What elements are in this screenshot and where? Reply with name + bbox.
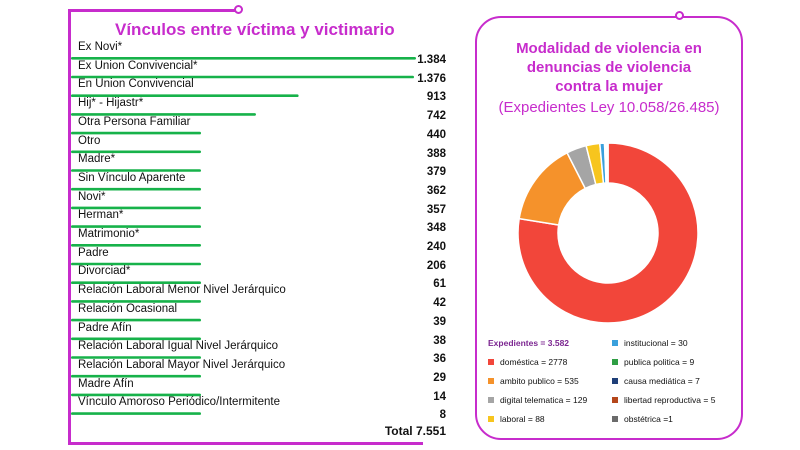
legend-swatch xyxy=(612,397,618,403)
legend-item-institucional: institucional = 30 xyxy=(612,338,688,348)
legend-swatch xyxy=(612,340,618,346)
bar-value-otro: 388 xyxy=(426,147,446,160)
pie-chart xyxy=(517,142,699,324)
pie-title-line-3: contra la mujer xyxy=(555,78,663,95)
legend-item-publica-politica: publica politica = 9 xyxy=(612,357,694,367)
bar-label-en-union-convivencial: En Union Convivencial xyxy=(78,78,194,91)
legend-text: ambito publico = 535 xyxy=(500,376,579,386)
bar-label-ex-union-convivencial: Ex Union Convivencial* xyxy=(78,59,198,72)
bar-label-madre-afin: Madre Afín xyxy=(78,377,134,390)
legend-swatch xyxy=(488,397,494,403)
frame-bottom-line xyxy=(68,442,423,445)
bar-value-relacion-ocasional: 39 xyxy=(433,315,446,328)
pie-subtitle: (Expedientes Ley 10.058/26.485) xyxy=(498,99,720,116)
bar-value-ex-novi: 1.384 xyxy=(417,54,446,66)
bar-value-madre: 379 xyxy=(426,166,446,179)
bar-label-relacion-ocasional: Relación Ocasional xyxy=(78,302,178,315)
legend-text: causa mediática = 7 xyxy=(624,376,700,386)
frame-top-line xyxy=(68,9,237,12)
legend-text: institucional = 30 xyxy=(624,338,688,348)
bar-chart-total: Total 7.551 xyxy=(384,424,446,438)
bar-value-padre-afin: 38 xyxy=(433,334,446,347)
legend-swatch xyxy=(488,378,494,384)
bar-label-otra-persona-familiar: Otra Persona Familiar xyxy=(78,115,191,128)
legend-text: laboral = 88 xyxy=(500,414,545,424)
bar-label-relacion-laboral-igual-nivel-jerarquico: Relación Laboral Igual Nivel Jerárquico xyxy=(78,340,279,353)
bar-value-hij-hijastr: 742 xyxy=(426,110,446,123)
bar-value-relacion-laboral-igual-nivel-jerarquico: 36 xyxy=(433,353,446,366)
bar-value-otra-persona-familiar: 440 xyxy=(426,128,446,141)
legend-item-domestica: doméstica = 2778 xyxy=(488,357,567,367)
legend-item-laboral: laboral = 88 xyxy=(488,414,545,424)
legend-text: doméstica = 2778 xyxy=(500,357,568,367)
bar-label-vinculo-amoroso-periodico-intermitente: Vínculo Amoroso Periódico/Intermitente xyxy=(78,396,280,409)
bar-value-sin-vinculo-aparente: 362 xyxy=(426,184,446,197)
legend-text: libertad reproductiva = 5 xyxy=(624,395,716,405)
bar-chart-title: Vínculos entre víctima y victimario xyxy=(115,20,395,39)
legend-swatch xyxy=(612,416,618,422)
bar-value-novi: 357 xyxy=(426,203,446,216)
bar-label-padre: Padre xyxy=(78,246,109,259)
legend-item-obstetrica: obstétrica =1 xyxy=(612,414,673,424)
legend-item-digital-telematica: digital telematica = 129 xyxy=(488,395,587,405)
panel-decoration-dot xyxy=(675,11,684,20)
bar-label-sin-vinculo-aparente: Sin Vínculo Aparente xyxy=(78,171,186,184)
bar-value-en-union-convivencial: 913 xyxy=(426,91,446,104)
legend-text: obstétrica =1 xyxy=(624,414,673,424)
bar-label-otro: Otro xyxy=(78,134,101,147)
bar-value-padre: 206 xyxy=(426,259,446,272)
legend-swatch xyxy=(612,378,618,384)
legend-swatch xyxy=(612,359,618,365)
legend-swatch xyxy=(488,416,494,422)
frame-decoration-dot xyxy=(234,5,243,14)
frame-left-line xyxy=(68,9,71,445)
legend-text: publica politica = 9 xyxy=(624,357,695,367)
bar-value-divorciad: 61 xyxy=(433,278,446,291)
bar-label-ex-novi: Ex Novi* xyxy=(78,41,123,53)
bar-value-herman: 348 xyxy=(426,222,446,235)
legend-item-libertad-reproductiva: libertad reproductiva = 5 xyxy=(612,395,715,405)
bar-value-relacion-laboral-mayor-nivel-jerarquico: 29 xyxy=(433,371,446,384)
legend-item-ambito-publico: ambito publico = 535 xyxy=(488,376,579,386)
bar-label-divorciad: Divorciad* xyxy=(78,265,131,278)
bar-label-padre-afin: Padre Afín xyxy=(78,321,132,334)
bar-label-hij-hijastr: Hij* - Hijastr* xyxy=(78,97,144,110)
bar-vinculo-amoroso-periodico-intermitente xyxy=(71,412,201,415)
pie-title-line-1: Modalidad de violencia en xyxy=(516,40,702,57)
bar-label-madre: Madre* xyxy=(78,153,116,166)
bar-value-matrimonio: 240 xyxy=(426,241,446,253)
bar-value-madre-afin: 14 xyxy=(433,390,446,403)
bar-value-ex-union-convivencial: 1.376 xyxy=(417,72,446,85)
bar-value-relacion-laboral-menor-nivel-jerarquico: 42 xyxy=(433,297,446,310)
expedientes-total: Expedientes = 3.582 xyxy=(488,338,570,348)
legend-text: digital telematica = 129 xyxy=(500,395,588,405)
pie-slice-domestica xyxy=(517,142,699,324)
legend-item-causa-mediatica: causa mediática = 7 xyxy=(612,376,700,386)
bar-label-matrimonio: Matrimonio* xyxy=(78,228,140,240)
bar-label-relacion-laboral-menor-nivel-jerarquico: Relación Laboral Menor Nivel Jerárquico xyxy=(78,284,286,297)
bar-label-relacion-laboral-mayor-nivel-jerarquico: Relación Laboral Mayor Nivel Jerárquico xyxy=(78,358,286,371)
bar-label-novi: Novi* xyxy=(78,190,106,203)
pie-title-line-2: denuncias de violencia xyxy=(526,59,692,76)
bar-value-vinculo-amoroso-periodico-intermitente: 8 xyxy=(439,409,446,422)
legend-swatch xyxy=(488,359,494,365)
bar-label-herman: Herman* xyxy=(78,209,124,222)
